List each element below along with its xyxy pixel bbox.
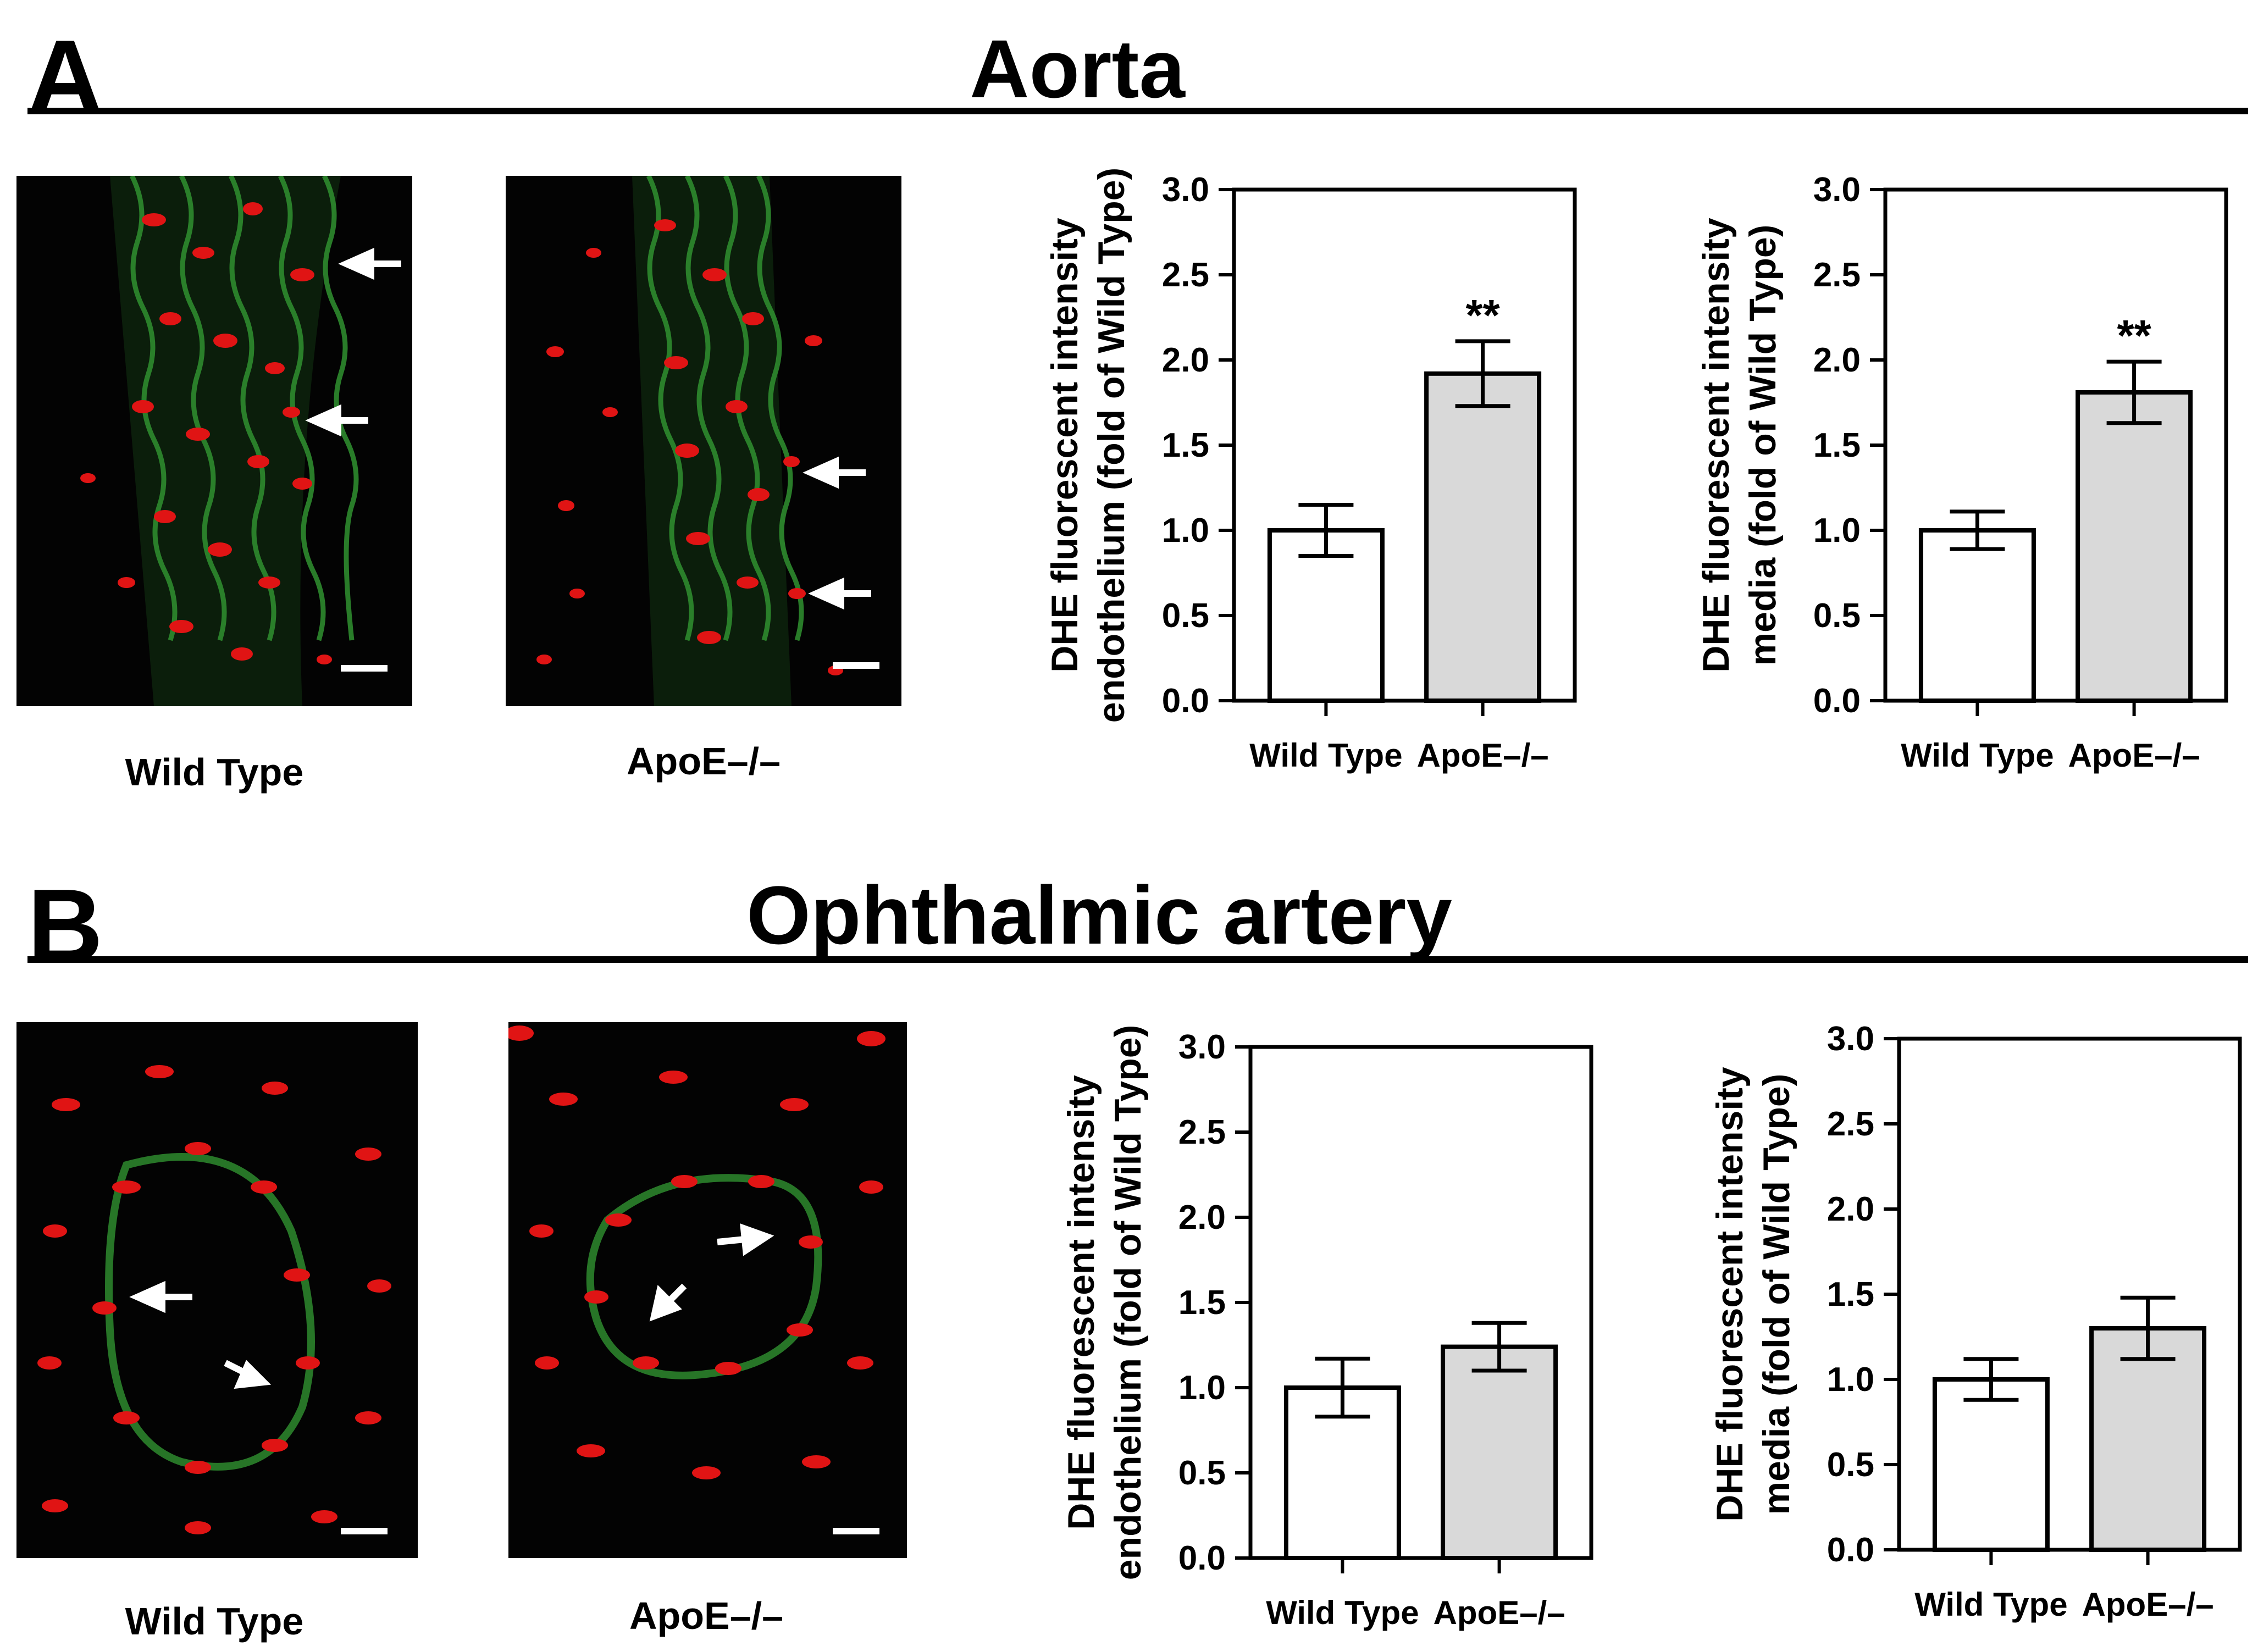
bar-wild-type	[1932, 1377, 2050, 1552]
micrograph-ophthalmic-apoe	[508, 1022, 907, 1558]
y-tick-label: 2.0	[1178, 1199, 1226, 1237]
y-tick-label: 0.0	[1813, 682, 1861, 720]
y-tick-label: 0.0	[1162, 682, 1209, 720]
section-title-aorta: Aorta	[970, 23, 1185, 115]
y-tick-label: 3.0	[1178, 1028, 1226, 1066]
x-tick-label: Wild Type	[1914, 1586, 2067, 1623]
chart-ophthalmic-media: 0.0 0.5 1.0 1.5 2.0 2.5 3.0 DHE fluorescent int…	[1709, 1020, 2242, 1623]
x-tick-label: ApoE–/–	[1434, 1594, 1565, 1631]
significance-marker: **	[2117, 311, 2151, 360]
label-ophthalmic-wild-type: Wild Type	[125, 1600, 304, 1643]
y-axis-label: media (fold of Wild Type)	[1742, 225, 1784, 666]
y-tick-label: 0.0	[1178, 1539, 1226, 1577]
section-divider-a	[27, 108, 2248, 114]
y-tick-label: 3.0	[1827, 1020, 1874, 1058]
y-axis-label: endothelium (fold of Wild Type)	[1107, 1025, 1149, 1580]
y-tick-label: 2.0	[1162, 341, 1209, 379]
y-tick-label: 1.0	[1827, 1361, 1874, 1399]
y-tick-label: 2.5	[1827, 1105, 1874, 1143]
section-divider-b	[27, 956, 2248, 963]
y-axis-label: endothelium (fold of Wild Type)	[1091, 168, 1132, 723]
y-tick-label: 1.0	[1813, 512, 1861, 550]
y-tick-label: 1.0	[1178, 1369, 1226, 1407]
y-tick-label: 0.5	[1162, 597, 1209, 635]
x-tick-label: Wild Type	[1266, 1594, 1419, 1631]
y-tick-label: 0.5	[1178, 1454, 1226, 1492]
y-tick-label: 0.5	[1827, 1446, 1874, 1484]
y-tick-label: 2.0	[1827, 1190, 1874, 1228]
y-tick-label: 2.5	[1178, 1113, 1226, 1151]
y-tick-label: 3.0	[1162, 171, 1209, 209]
y-tick-label: 1.0	[1162, 512, 1209, 550]
label-ophthalmic-apoe: ApoE–/–	[629, 1594, 784, 1637]
micrograph-aorta-apoe	[506, 176, 901, 706]
y-tick-label: 2.5	[1162, 256, 1209, 294]
y-tick-label: 0.0	[1827, 1531, 1874, 1569]
y-tick-label: 1.5	[1827, 1276, 1874, 1313]
y-axis-label: DHE fluorescent intensity	[1709, 1067, 1751, 1522]
x-tick-label: Wild Type	[1249, 737, 1402, 774]
section-title-ophthalmic-artery: Ophthalmic artery	[746, 869, 1452, 961]
y-axis-label: DHE fluorescent intensity	[1695, 218, 1737, 673]
y-tick-label: 2.5	[1813, 256, 1861, 294]
bar-apoe	[2076, 390, 2193, 703]
micrograph-ophthalmic-wild-type	[16, 1022, 418, 1558]
y-tick-label: 1.5	[1813, 426, 1861, 464]
y-axis-label: DHE fluorescent intensity	[1044, 218, 1086, 673]
y-axis-label: DHE fluorescent intensity	[1060, 1075, 1102, 1530]
micrograph-aorta-wild-type	[16, 176, 412, 706]
x-tick-label: ApoE–/–	[2068, 737, 2200, 774]
x-tick-label: ApoE–/–	[2082, 1586, 2214, 1623]
bar-wild-type	[1918, 528, 2036, 703]
chart-aorta-endothelium: 0.0 0.5 1.0 1.5 2.0 2.5 3.0 DHE fluorescent int…	[1044, 168, 1577, 774]
chart-ophthalmic-endothelium: 0.0 0.5 1.0 1.5 2.0 2.5 3.0 DHE fluorescent int…	[1060, 1025, 1593, 1631]
y-tick-label: 1.5	[1178, 1284, 1226, 1322]
bar-apoe	[1424, 371, 1542, 703]
significance-marker: **	[1465, 291, 1500, 340]
x-tick-label: Wild Type	[1901, 737, 2054, 774]
bar-apoe	[2089, 1326, 2207, 1552]
bar-apoe	[1441, 1344, 1558, 1560]
label-aorta-wild-type: Wild Type	[125, 751, 304, 794]
label-aorta-apoe: ApoE–/–	[626, 740, 781, 783]
chart-aorta-media: 0.0 0.5 1.0 1.5 2.0 2.5 3.0 DHE fluorescent int…	[1695, 171, 2228, 774]
y-tick-label: 3.0	[1813, 171, 1861, 209]
y-tick-label: 2.0	[1813, 341, 1861, 379]
y-tick-label: 1.5	[1162, 426, 1209, 464]
y-tick-label: 0.5	[1813, 597, 1861, 635]
x-tick-label: ApoE–/–	[1417, 737, 1549, 774]
y-axis-label: media (fold of Wild Type)	[1756, 1074, 1797, 1515]
